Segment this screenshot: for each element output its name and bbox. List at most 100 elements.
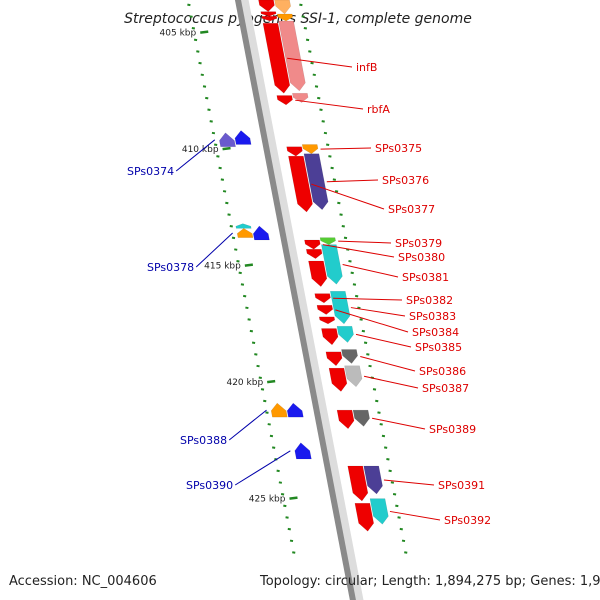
minor-tick bbox=[198, 61, 202, 65]
gene-label[interactable]: SPs0387 bbox=[422, 382, 469, 395]
kbp-tick-label: 420 kbp bbox=[226, 378, 263, 388]
gene-feature[interactable] bbox=[318, 316, 336, 325]
gene-feature[interactable] bbox=[234, 130, 252, 145]
gene-label[interactable]: SPs0390 bbox=[186, 479, 233, 492]
minor-tick bbox=[278, 481, 283, 484]
gene-label[interactable]: SPs0385 bbox=[415, 341, 462, 354]
gene-feature[interactable] bbox=[304, 239, 321, 250]
gene-feature[interactable] bbox=[336, 325, 354, 343]
minor-tick bbox=[218, 166, 222, 170]
minor-tick bbox=[312, 73, 316, 77]
gene-feature[interactable] bbox=[276, 95, 293, 106]
minor-tick bbox=[348, 259, 352, 263]
gene-feature[interactable] bbox=[258, 0, 275, 12]
gene-feature[interactable] bbox=[262, 23, 291, 94]
minor-tick bbox=[193, 38, 198, 42]
gene-feature[interactable] bbox=[260, 11, 277, 17]
gene-label[interactable]: SPs0379 bbox=[395, 237, 442, 250]
gene-feature[interactable] bbox=[347, 465, 369, 502]
gene-feature[interactable] bbox=[286, 146, 303, 157]
minor-tick bbox=[227, 213, 231, 216]
gene-feature[interactable] bbox=[303, 153, 329, 211]
minor-tick bbox=[225, 201, 229, 205]
minor-tick bbox=[263, 399, 267, 403]
minor-tick bbox=[352, 283, 357, 286]
gene-feature[interactable] bbox=[236, 228, 254, 238]
gene-feature[interactable] bbox=[352, 409, 370, 427]
gene-feature[interactable] bbox=[328, 367, 348, 392]
gene-feature[interactable] bbox=[278, 20, 306, 92]
gene-tracks bbox=[219, 0, 389, 532]
gene-feature[interactable] bbox=[261, 16, 278, 22]
gene-feature[interactable] bbox=[344, 365, 363, 388]
gene-label[interactable]: SPs0378 bbox=[147, 261, 194, 274]
minor-tick bbox=[375, 399, 379, 403]
gene-feature[interactable] bbox=[274, 0, 291, 15]
gene-feature[interactable] bbox=[341, 349, 358, 364]
gene-feature[interactable] bbox=[288, 155, 313, 213]
gene-feature[interactable] bbox=[292, 92, 309, 103]
minor-tick bbox=[310, 61, 314, 65]
gene-feature[interactable] bbox=[369, 498, 389, 525]
minor-tick bbox=[323, 131, 328, 135]
gene-feature[interactable] bbox=[252, 225, 270, 241]
gene-labels[interactable]: infB rbfA SPs0374 SPs0375 SPs0376 SPs0377 SPs0… bbox=[127, 57, 491, 527]
gene-label[interactable]: SPs0375 bbox=[375, 142, 422, 155]
gene-label[interactable]: SPs0391 bbox=[438, 479, 485, 492]
gene-feature[interactable] bbox=[319, 237, 336, 245]
minor-tick bbox=[216, 155, 220, 158]
gene-label[interactable]: SPs0383 bbox=[409, 310, 456, 323]
gene-feature[interactable] bbox=[235, 223, 252, 229]
genome-summary-text: Topology: circular; Length: 1,894,275 bp… bbox=[260, 574, 600, 589]
gene-label[interactable]: rbfA bbox=[367, 103, 390, 116]
gene-feature[interactable] bbox=[308, 260, 328, 287]
minor-tick-track bbox=[187, 3, 408, 554]
minor-tick bbox=[236, 259, 240, 263]
gene-label[interactable]: SPs0382 bbox=[406, 294, 453, 307]
gene-feature[interactable] bbox=[270, 402, 288, 418]
gene-feature[interactable] bbox=[219, 132, 236, 148]
gene-label[interactable]: SPs0384 bbox=[412, 326, 459, 339]
gene-label[interactable]: SPs0386 bbox=[419, 365, 466, 378]
gene-label[interactable]: SPs0377 bbox=[388, 203, 435, 216]
minor-tick bbox=[303, 26, 308, 30]
gene-feature[interactable] bbox=[305, 249, 323, 259]
gene-label[interactable]: SPs0389 bbox=[429, 423, 476, 436]
gene-label[interactable]: SPs0376 bbox=[382, 174, 429, 187]
gene-label[interactable]: SPs0380 bbox=[398, 251, 445, 264]
gene-label[interactable]: SPs0392 bbox=[444, 514, 491, 527]
gene-feature[interactable] bbox=[363, 465, 383, 495]
minor-tick bbox=[404, 551, 408, 554]
minor-tick bbox=[381, 434, 386, 438]
minor-tick bbox=[205, 96, 209, 100]
kbp-tick-mark bbox=[267, 379, 276, 384]
gene-feature[interactable] bbox=[314, 293, 331, 304]
label-leader-line bbox=[389, 510, 441, 521]
minor-tick bbox=[314, 85, 319, 88]
minor-tick bbox=[191, 26, 196, 30]
gene-feature[interactable] bbox=[276, 13, 294, 22]
gene-feature[interactable] bbox=[321, 244, 343, 285]
gene-feature[interactable] bbox=[321, 328, 339, 346]
gene-label[interactable]: SPs0381 bbox=[402, 271, 449, 284]
gene-label[interactable]: SPs0388 bbox=[180, 434, 227, 447]
gene-feature[interactable] bbox=[286, 402, 304, 418]
kbp-scale: 405 kbp 410 kbp 415 kbp 420 kbp 425 kbp bbox=[160, 29, 298, 505]
kbp-tick-label: 405 kbp bbox=[160, 29, 197, 39]
gene-feature[interactable] bbox=[354, 503, 374, 532]
gene-feature[interactable] bbox=[316, 304, 334, 315]
gene-label[interactable]: infB bbox=[356, 61, 377, 74]
gene-feature[interactable] bbox=[301, 144, 319, 155]
minor-tick bbox=[390, 481, 395, 484]
minor-tick bbox=[321, 120, 325, 123]
minor-tick bbox=[231, 236, 236, 240]
gene-feature[interactable] bbox=[294, 442, 312, 460]
gene-feature[interactable] bbox=[325, 351, 343, 367]
gene-feature[interactable] bbox=[329, 291, 351, 325]
gene-label[interactable]: SPs0374 bbox=[127, 165, 174, 178]
minor-tick bbox=[211, 131, 216, 135]
minor-tick bbox=[207, 108, 211, 111]
gene-feature[interactable] bbox=[336, 409, 355, 430]
